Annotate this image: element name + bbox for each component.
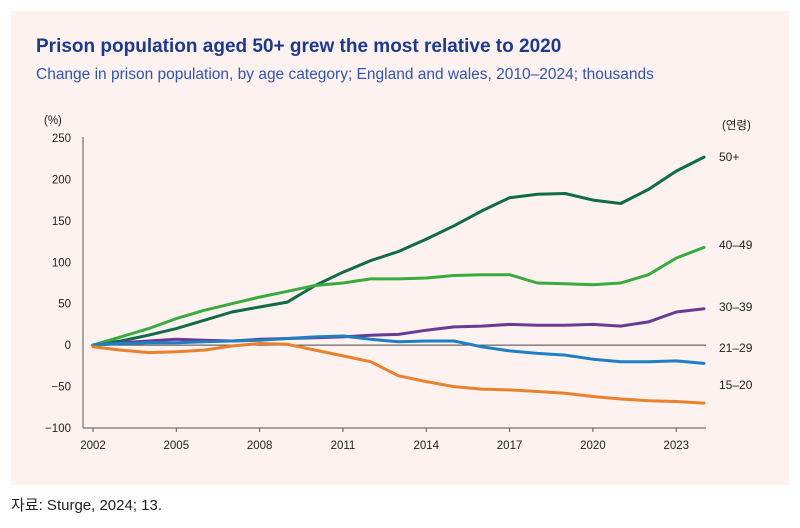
x-tick-label: 2014 [413,440,439,452]
chart-subtitle: Change in prison population, by age cate… [36,66,654,83]
x-tick-label: 2023 [663,440,689,452]
y-tick-label: 50 [58,299,71,311]
series-label-30-39: 30–39 [719,300,753,314]
y-tick-label: 0 [65,340,71,352]
y-tick-label: 200 [52,174,71,186]
x-tick-label: 2008 [247,440,273,452]
series-line-21-29 [91,334,706,365]
y-tick-label: 250 [52,133,71,145]
series-line-30-39 [91,307,706,347]
series-line-15-20 [91,342,706,405]
series-label-40-49: 40–49 [719,238,753,252]
y-tick-label: −100 [45,423,71,435]
y-tick-label: −50 [51,382,71,394]
x-tick-label: 2005 [164,440,190,452]
series-line-50 [91,155,706,347]
chart-panel [11,11,789,485]
y-tick-label: 150 [52,216,71,228]
x-tick-label: 2017 [497,440,523,452]
legend-title: (연령) [722,119,751,132]
series-label-50: 50+ [719,150,739,164]
series-label-21-29: 21–29 [719,341,753,355]
series-line-40-49 [91,245,706,347]
x-tick-label: 2020 [580,440,606,452]
source-note: 자료: Sturge, 2024; 13. [11,497,163,514]
x-tick-label: 2011 [331,440,356,452]
y-tick-label: 100 [52,257,71,269]
x-tick-label: 2002 [80,440,106,452]
y-unit-label: (%) [44,115,62,127]
chart-title: Prison population aged 50+ grew the most… [36,36,562,57]
series-label-15-20: 15–20 [719,378,753,392]
